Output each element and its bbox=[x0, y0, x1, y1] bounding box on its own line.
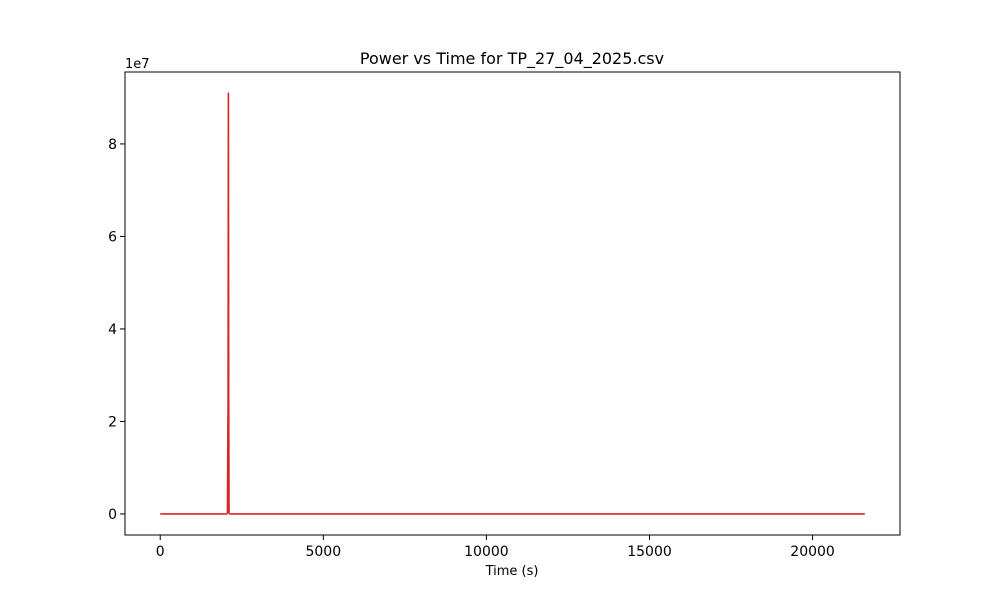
chart-title: Power vs Time for TP_27_04_2025.csv bbox=[360, 49, 664, 69]
plot-frame bbox=[124, 71, 901, 536]
plot-series bbox=[160, 92, 865, 515]
series-line-0 bbox=[160, 92, 865, 515]
x-tick-label: 0 bbox=[156, 544, 165, 560]
y-axis-ticks: 0 2 4 6 8 bbox=[108, 137, 125, 523]
y-tick-label: 0 bbox=[108, 507, 117, 523]
x-tick-label: 5000 bbox=[305, 544, 341, 560]
x-axis-label: Time (s) bbox=[485, 564, 539, 579]
y-tick-label: 6 bbox=[108, 229, 117, 245]
y-tick-label: 2 bbox=[108, 414, 117, 430]
x-tick-label: 10000 bbox=[464, 544, 509, 560]
y-tick-label: 8 bbox=[108, 137, 117, 153]
x-tick-label: 15000 bbox=[627, 544, 672, 560]
x-tick-label: 20000 bbox=[790, 544, 835, 560]
y-tick-label: 4 bbox=[108, 322, 117, 338]
y-offset-label: 1e7 bbox=[125, 57, 150, 72]
x-axis-ticks: 0 5000 10000 15000 20000 bbox=[156, 535, 835, 560]
